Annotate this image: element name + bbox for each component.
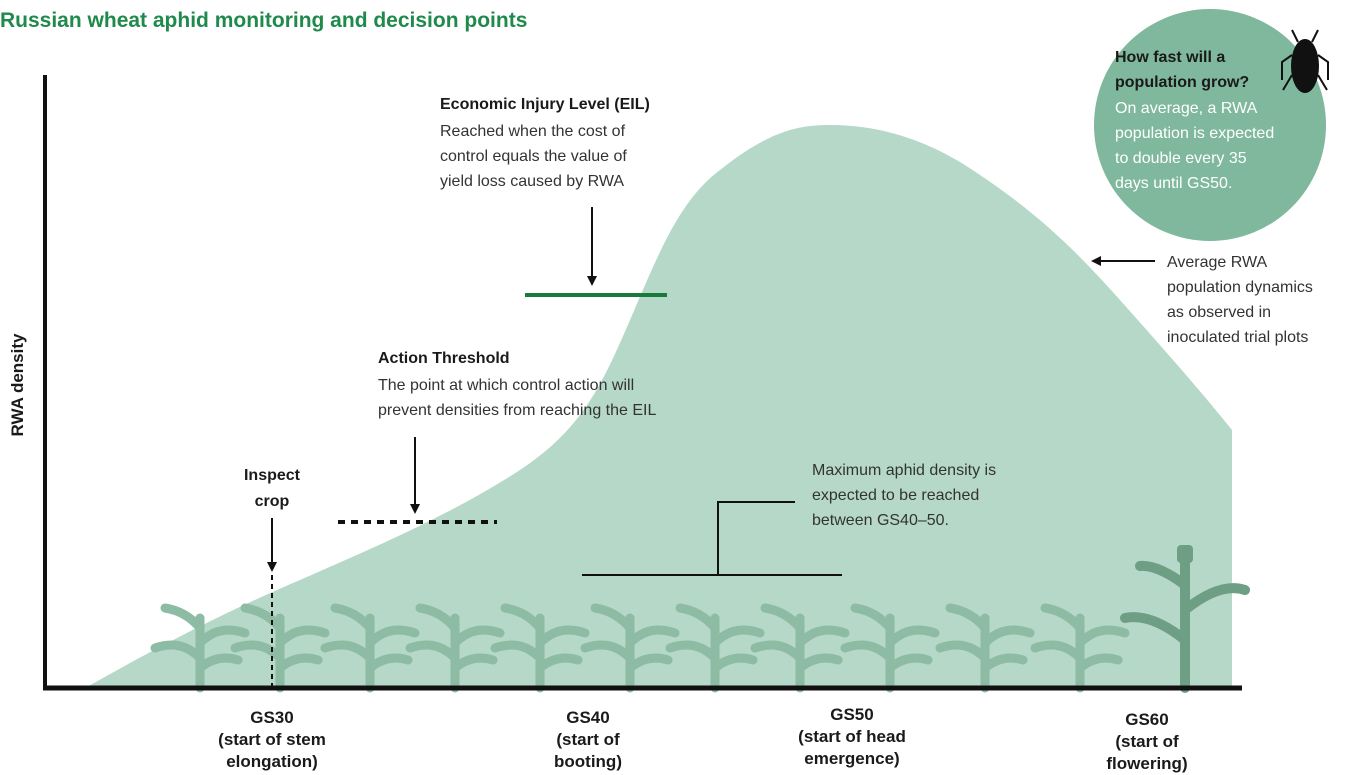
threshold-text: prevent densities from reaching the EIL (378, 402, 656, 419)
max-density-text: Maximum aphid density is (812, 462, 996, 479)
x-label: GS40 (566, 708, 609, 727)
x-label: GS50 (830, 705, 873, 724)
title: Russian wheat aphid monitoring and decis… (0, 9, 527, 32)
callout-text: days until GS50. (1115, 175, 1232, 192)
x-label: booting) (554, 752, 622, 771)
x-label: GS30 (250, 708, 293, 727)
max-density-text: between GS40–50. (812, 512, 949, 529)
x-label: (start of stem (218, 730, 326, 749)
max-density-text: expected to be reached (812, 487, 979, 504)
threshold-text: The point at which control action will (378, 377, 634, 394)
eil-text: control equals the value of (440, 148, 627, 165)
population-curve (85, 125, 1232, 688)
callout-title: How fast will a (1115, 49, 1225, 66)
inspect-text: crop (255, 493, 290, 510)
x-label: (start of (1115, 732, 1179, 751)
x-label: emergence) (804, 749, 899, 768)
threshold-title: Action Threshold (378, 350, 510, 367)
y-axis-label: RWA density (8, 333, 27, 437)
x-label: (start of head (798, 727, 906, 746)
population-text: population dynamics (1167, 279, 1313, 296)
x-label: elongation) (226, 752, 318, 771)
inspect-text: Inspect (244, 467, 301, 484)
callout-title: population grow? (1115, 74, 1249, 91)
eil-text: yield loss caused by RWA (440, 173, 624, 190)
population-text: inoculated trial plots (1167, 329, 1308, 346)
x-label: flowering) (1106, 754, 1187, 773)
x-label: GS60 (1125, 710, 1168, 729)
eil-title: Economic Injury Level (EIL) (440, 96, 650, 113)
x-labels: GS30 (start of stem elongation) GS40 (start … (218, 705, 1187, 773)
x-label: (start of (556, 730, 620, 749)
callout-text: population is expected (1115, 125, 1274, 142)
diagram: Russian wheat aphid monitoring and decis… (0, 0, 1351, 775)
callout-text: On average, a RWA (1115, 100, 1258, 117)
eil-text: Reached when the cost of (440, 123, 626, 140)
population-text: Average RWA (1167, 254, 1268, 271)
page: { "title": "Russian wheat aphid monitori… (0, 0, 1351, 775)
callout-text: to double every 35 (1115, 150, 1247, 167)
population-text: as observed in (1167, 304, 1271, 321)
